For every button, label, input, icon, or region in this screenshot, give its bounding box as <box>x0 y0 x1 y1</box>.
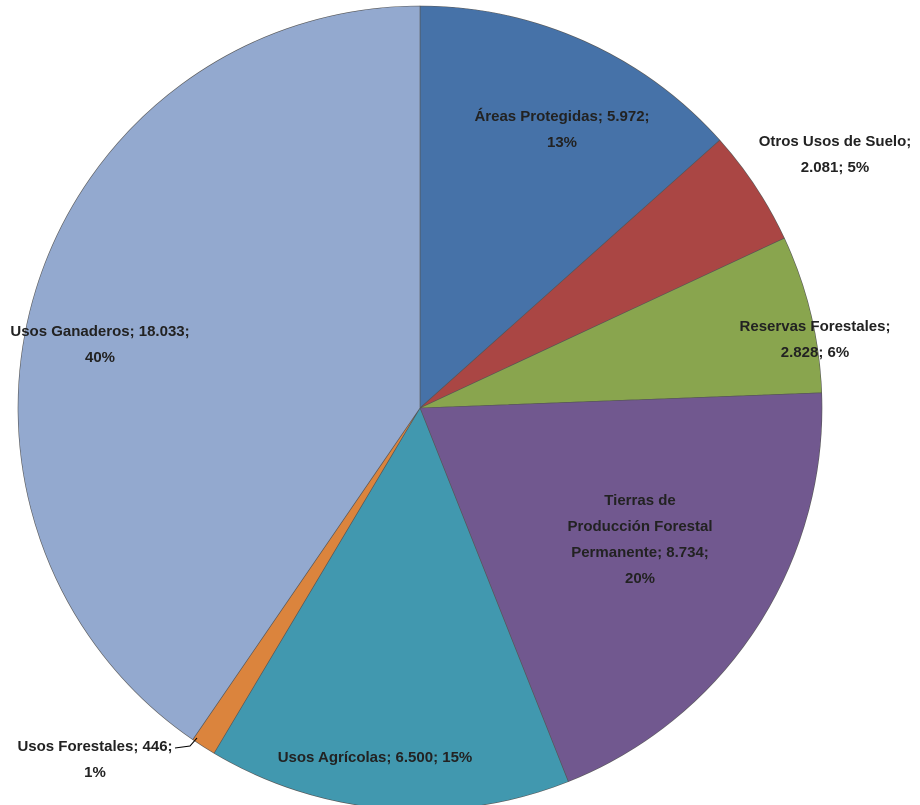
category-label: Áreas Protegidas; <box>474 108 603 125</box>
pie-slice <box>213 407 569 805</box>
data-label: Usos Agrícolas; 6.500; 15% <box>265 745 485 771</box>
value-label: 446; 1% <box>84 738 173 781</box>
pie-slice <box>17 5 421 741</box>
pie-slice <box>419 237 823 409</box>
value-label: 18.033; 40% <box>84 323 190 366</box>
pie-slice <box>419 5 721 409</box>
value-label: 2.081; 5% <box>800 159 870 176</box>
value-label: 8.734; 20% <box>624 544 709 587</box>
value-label: 6.500; 15% <box>395 749 473 766</box>
data-label: Tierras de Producción Forestal Permanent… <box>565 488 715 592</box>
category-label: Tierras de Producción Forestal Permanent… <box>567 492 713 561</box>
value-label: 2.828; 6% <box>780 344 850 361</box>
leader-line <box>174 737 198 749</box>
data-label: Áreas Protegidas; 5.972; 13% <box>462 104 662 156</box>
data-label: Usos Ganaderos; 18.033; 40% <box>0 319 205 371</box>
category-label: Reservas Forestales; <box>739 318 891 335</box>
category-label: Usos Forestales; <box>17 738 139 755</box>
category-label: Usos Agrícolas; <box>277 749 392 766</box>
pie-slice <box>419 392 823 783</box>
data-label: Usos Forestales; 446; 1% <box>5 734 185 786</box>
value-label: 5.972; 13% <box>546 108 650 151</box>
category-label: Otros Usos de Suelo; <box>758 133 912 150</box>
category-label: Usos Ganaderos; <box>10 323 135 340</box>
data-label: Reservas Forestales; 2.828; 6% <box>720 314 910 366</box>
data-label: Otros Usos de Suelo; 2.081; 5% <box>755 129 915 181</box>
